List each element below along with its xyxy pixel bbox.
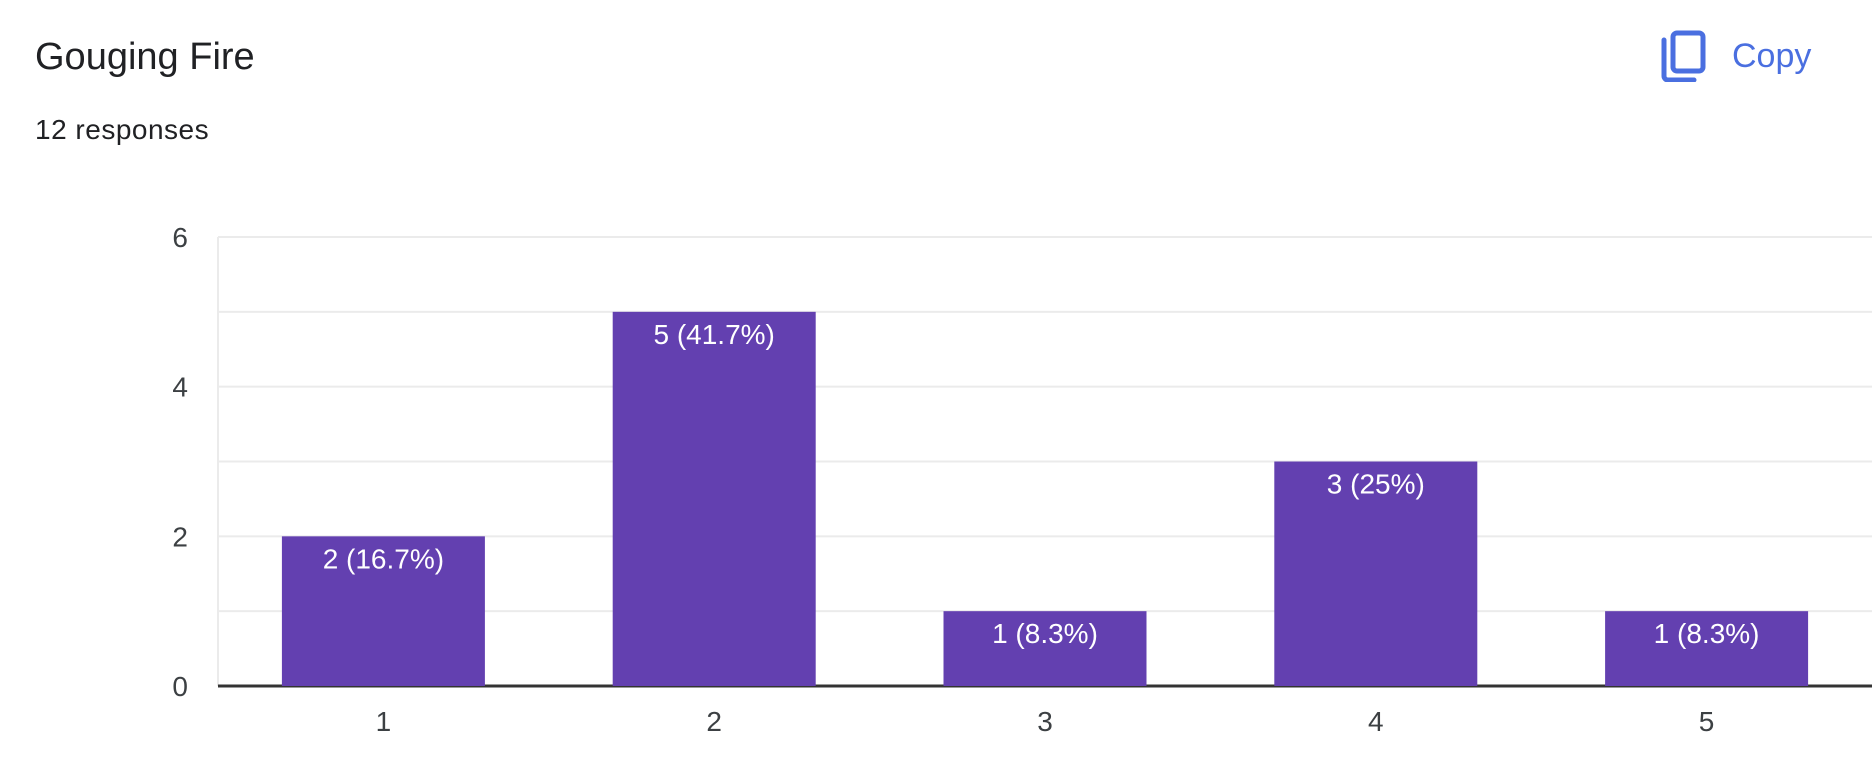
x-tick-label: 4 [1368, 706, 1384, 737]
x-tick-label: 3 [1037, 706, 1053, 737]
y-axis-ticks: 0 2 4 6 [172, 222, 188, 702]
data-labels: 2 (16.7%) 5 (41.7%) 1 (8.3%) 3 (25%) 1 (8.3%… [323, 319, 1760, 649]
data-label: 3 (25%) [1327, 469, 1425, 500]
bars [281, 311, 1809, 686]
copy-icon [1660, 30, 1706, 82]
x-tick-label: 5 [1699, 706, 1715, 737]
data-label: 1 (8.3%) [1654, 618, 1760, 649]
data-label: 2 (16.7%) [323, 543, 444, 574]
y-tick-label: 4 [172, 372, 188, 403]
x-tick-label: 1 [376, 706, 392, 737]
copy-button[interactable]: Copy [1660, 26, 1811, 86]
response-count: 12 responses [35, 114, 210, 145]
data-label: 1 (8.3%) [992, 618, 1098, 649]
x-axis-ticks: 1 2 3 4 5 [376, 706, 1715, 737]
y-tick-label: 0 [172, 671, 188, 702]
bar [1605, 611, 1809, 686]
bar [1274, 461, 1478, 686]
data-label: 5 (41.7%) [653, 319, 774, 350]
grid-lines [217, 236, 1872, 688]
bar [943, 611, 1147, 686]
bar [612, 311, 816, 686]
copy-label: Copy [1732, 36, 1812, 75]
x-tick-label: 2 [706, 706, 722, 737]
y-tick-label: 2 [172, 521, 188, 552]
bar [281, 536, 485, 686]
y-tick-label: 6 [172, 222, 188, 253]
chart-title: Gouging Fire [35, 36, 255, 78]
